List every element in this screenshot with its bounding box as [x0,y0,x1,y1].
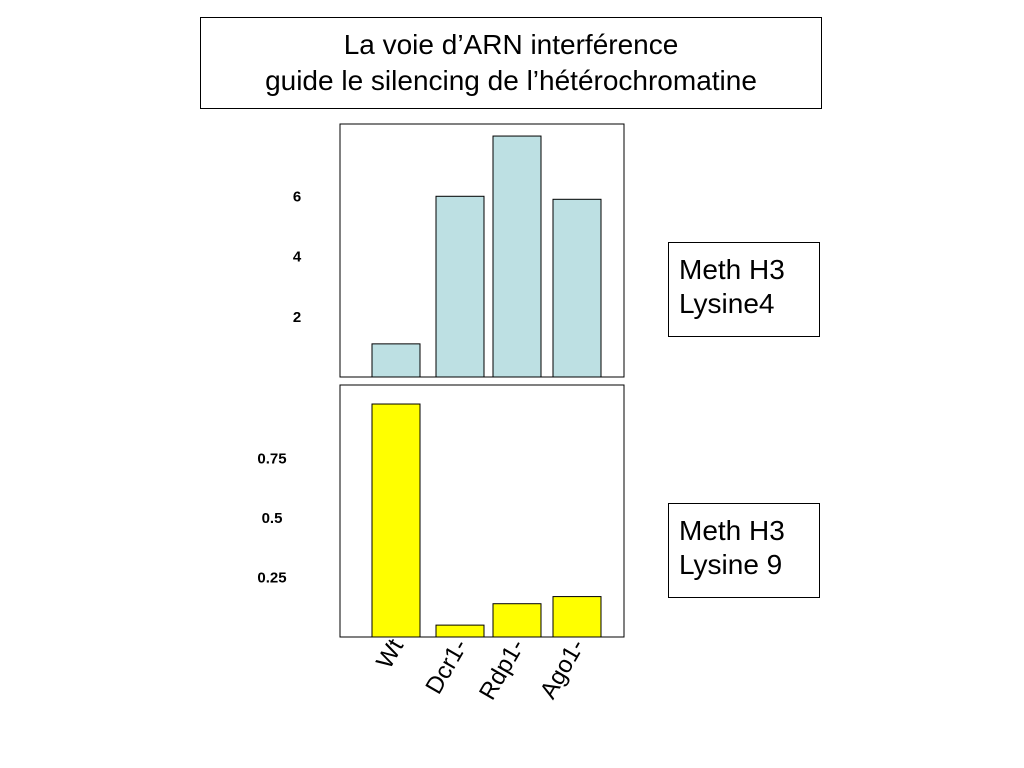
bar-lysine9-rdp1 [492,603,542,638]
title-line-1: La voie d’ARN interférence [343,29,679,60]
category-labels: Wt Dcr1- Rdp1- Ago1- [371,634,590,704]
x-category-label: Rdp1- [474,635,530,705]
title-box: La voie d’ARN interférence guide le sile… [200,17,822,109]
y-tick-label-lysine4: 4 [293,249,302,266]
x-category-label: Wt [371,634,409,673]
x-category-label: Dcr1- [420,635,473,699]
y-tick-label-lysine9: 0.25 [257,570,286,587]
bar-lysine4-wt [371,343,421,378]
label-bottom-line-1: Meth H3 [679,515,785,546]
label-top-line-1: Meth H3 [679,254,785,285]
chart-panel-lysine4: 2 4 6 [293,123,625,378]
y-tick-label-lysine4: 6 [293,188,301,205]
chart-panel-lysine9: 0.25 0.5 0.75 [257,384,625,638]
bar-lysine9-ago1 [552,596,602,638]
bar-lysine4-ago1 [552,198,602,378]
bar-lysine4-rdp1 [492,135,542,378]
x-category-label: Ago1- [535,635,590,704]
y-tick-label-lysine4: 2 [293,309,301,326]
bar-lysine9-wt [371,403,421,638]
title-line-2: guide le silencing de l’hétérochromatine [265,65,757,96]
bar-lysine4-dcr1 [435,195,485,378]
y-tick-label-lysine9: 0.75 [257,451,286,468]
y-tick-label-lysine9: 0.5 [262,510,283,527]
label-box-lysine4: Meth H3 Lysine4 [668,242,820,337]
label-box-lysine9: Meth H3 Lysine 9 [668,503,820,598]
label-top-line-2: Lysine4 [679,288,775,319]
label-bottom-line-2: Lysine 9 [679,549,783,580]
bar-lysine9-dcr1 [435,624,485,638]
